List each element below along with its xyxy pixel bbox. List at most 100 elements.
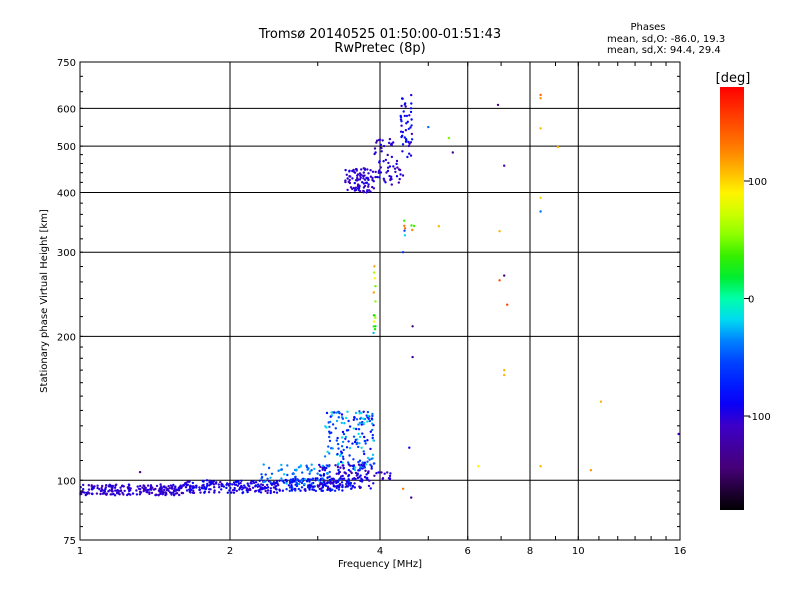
data-point — [386, 169, 390, 173]
data-point — [408, 446, 411, 449]
data-point — [362, 171, 365, 174]
data-point — [358, 410, 361, 413]
data-point — [311, 485, 314, 488]
data-point — [388, 477, 392, 480]
data-point — [159, 483, 162, 486]
data-point — [677, 432, 680, 436]
data-point — [335, 472, 338, 475]
data-point — [182, 483, 185, 487]
data-point — [384, 158, 388, 162]
data-point — [319, 465, 322, 468]
data-point — [345, 446, 349, 449]
data-point — [82, 483, 85, 487]
data-point — [108, 489, 111, 492]
data-point — [348, 169, 351, 172]
data-point — [236, 480, 239, 483]
data-point — [400, 97, 404, 100]
data-point — [341, 430, 345, 434]
data-point — [408, 114, 411, 117]
data-point — [305, 480, 309, 483]
data-point — [360, 411, 363, 415]
data-point — [333, 489, 337, 492]
x-tick-label: 10 — [572, 546, 585, 557]
data-point — [266, 486, 270, 489]
data-point — [180, 491, 183, 495]
data-point — [405, 139, 408, 142]
data-point — [556, 145, 560, 149]
data-point — [375, 141, 378, 144]
data-point — [363, 435, 366, 439]
data-point — [341, 440, 345, 444]
data-point — [379, 166, 382, 169]
data-point — [319, 478, 322, 482]
data-point — [146, 488, 150, 492]
data-point — [269, 487, 273, 490]
data-point — [278, 479, 281, 482]
data-point — [99, 489, 103, 493]
data-point — [232, 481, 236, 484]
data-point — [110, 487, 114, 490]
data-point — [405, 122, 408, 125]
data-point — [321, 468, 324, 471]
data-point — [408, 142, 411, 145]
data-point — [364, 469, 367, 472]
data-point — [92, 486, 96, 490]
data-point — [390, 142, 393, 145]
data-point — [390, 155, 394, 159]
data-point — [362, 417, 365, 420]
data-point — [101, 484, 104, 488]
data-point — [290, 488, 294, 491]
data-point — [172, 483, 175, 487]
data-point — [353, 171, 357, 174]
data-point — [410, 132, 414, 136]
data-point — [340, 421, 343, 425]
x-tick-label: 1 — [77, 546, 83, 557]
y-axis-label: Stationary phase Virtual Height [km] — [39, 209, 50, 393]
data-point — [374, 300, 377, 303]
data-point — [202, 480, 205, 483]
data-point — [427, 125, 430, 129]
data-point — [359, 190, 362, 193]
data-point — [347, 468, 351, 472]
data-point — [318, 483, 322, 486]
data-point — [407, 144, 411, 148]
data-point — [351, 477, 354, 481]
data-point — [155, 484, 159, 488]
data-point — [328, 475, 331, 478]
data-point — [352, 186, 355, 190]
data-point — [335, 419, 339, 423]
data-point — [371, 436, 374, 440]
data-point — [335, 411, 338, 414]
data-point — [250, 482, 253, 485]
data-point — [98, 488, 101, 491]
data-point — [164, 486, 168, 489]
data-point — [403, 224, 406, 227]
data-point — [388, 474, 392, 478]
data-point — [321, 489, 325, 492]
data-point — [392, 165, 395, 168]
data-point — [159, 492, 162, 496]
data-point — [383, 472, 386, 475]
data-point — [192, 489, 195, 492]
data-point — [324, 484, 328, 487]
data-point — [318, 463, 321, 467]
data-point — [168, 487, 171, 490]
data-point — [218, 486, 221, 489]
data-point — [403, 229, 406, 232]
data-point — [232, 491, 236, 494]
data-point — [407, 127, 410, 131]
data-point — [281, 479, 284, 482]
data-point — [262, 463, 265, 466]
data-point — [264, 489, 267, 493]
data-point — [347, 475, 350, 478]
data-point — [347, 463, 350, 466]
data-point — [342, 448, 345, 452]
data-point — [184, 486, 188, 489]
data-point — [127, 486, 130, 489]
data-point — [348, 178, 351, 182]
data-point — [329, 489, 332, 492]
data-point — [503, 368, 506, 372]
x-tick-label: 16 — [674, 546, 687, 557]
data-point — [364, 442, 367, 445]
data-point — [260, 477, 263, 480]
